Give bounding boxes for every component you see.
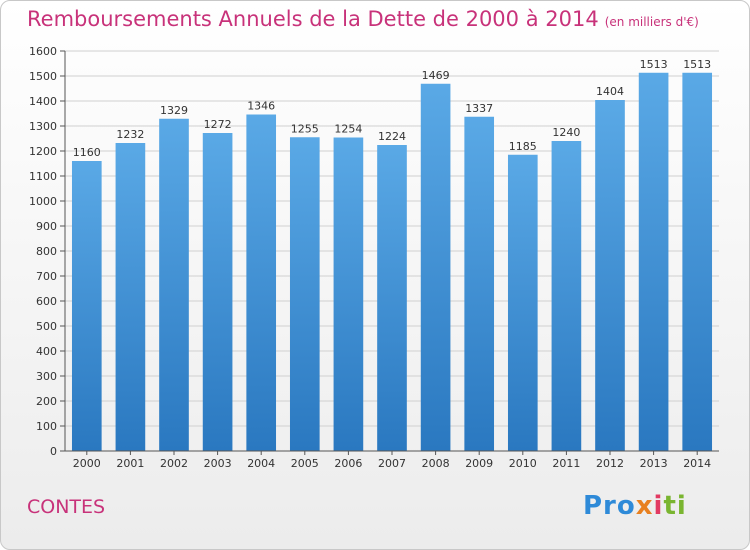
- bar-2001[interactable]: [115, 143, 146, 451]
- bar-2003[interactable]: [202, 133, 233, 451]
- y-tick-label-300: 300: [36, 370, 57, 383]
- x-tick-label-2000: 2000: [73, 457, 101, 470]
- bar-2005[interactable]: [289, 137, 320, 451]
- commune-name: CONTES: [27, 496, 106, 518]
- data-label-2006: 1254: [334, 123, 362, 136]
- data-label-2000: 1160: [73, 146, 101, 159]
- labels: 0 100 200 300 400 500 600 700 800 900 1000 1100 1200…: [29, 45, 711, 470]
- bar-2007[interactable]: [377, 145, 407, 451]
- bar-2012[interactable]: [595, 100, 625, 451]
- y-tick-label-1200: 1200: [29, 145, 57, 158]
- chart-title: Remboursements Annuels de la Dette de 20…: [27, 7, 699, 31]
- bar-2009[interactable]: [464, 116, 495, 451]
- bar-2006[interactable]: [333, 137, 364, 452]
- data-label-2011: 1240: [552, 126, 580, 139]
- y-tick-label-1100: 1100: [29, 170, 57, 183]
- bar-2013[interactable]: [638, 72, 669, 451]
- bar-2008[interactable]: [420, 83, 451, 451]
- y-tick-label-0: 0: [50, 445, 57, 458]
- x-tick-label-2010: 2010: [509, 457, 537, 470]
- axes: [60, 50, 719, 455]
- x-tick-label-2006: 2006: [334, 457, 362, 470]
- x-tick-label-2014: 2014: [683, 457, 711, 470]
- data-label-2014: 1513: [683, 58, 711, 71]
- y-tick-label-1000: 1000: [29, 195, 57, 208]
- logo-part-4: ti: [663, 491, 687, 521]
- data-label-2009: 1337: [465, 102, 493, 115]
- data-label-2005: 1255: [291, 122, 319, 135]
- data-label-2004: 1346: [247, 100, 275, 113]
- x-tick-label-2005: 2005: [291, 457, 319, 470]
- y-tick-label-100: 100: [36, 420, 57, 433]
- bars: [71, 72, 713, 452]
- x-tick-label-2004: 2004: [247, 457, 275, 470]
- y-tick-label-200: 200: [36, 395, 57, 408]
- data-label-2013: 1513: [640, 58, 668, 71]
- bar-2014[interactable]: [682, 72, 713, 451]
- x-tick-label-2009: 2009: [465, 457, 493, 470]
- x-tick-label-2001: 2001: [116, 457, 144, 470]
- y-tick-label-900: 900: [36, 220, 57, 233]
- x-tick-label-2008: 2008: [422, 457, 450, 470]
- bar-2000[interactable]: [71, 161, 102, 451]
- data-label-2010: 1185: [509, 140, 537, 153]
- data-label-2003: 1272: [204, 118, 232, 131]
- logo-part-2: x: [635, 491, 654, 521]
- bar-2004[interactable]: [246, 114, 277, 452]
- y-tick-label-1300: 1300: [29, 120, 57, 133]
- data-label-2001: 1232: [116, 128, 144, 141]
- y-tick-label-800: 800: [36, 245, 57, 258]
- y-tick-label-500: 500: [36, 320, 57, 333]
- bar-2002[interactable]: [159, 118, 189, 451]
- y-tick-label-400: 400: [36, 345, 57, 358]
- y-tick-label-1600: 1600: [29, 45, 57, 58]
- data-label-2012: 1404: [596, 85, 624, 98]
- logo-part-3: i: [653, 491, 664, 521]
- y-tick-label-1500: 1500: [29, 70, 57, 83]
- unit-label: (en milliers d'€): [604, 15, 699, 29]
- y-tick-label-1400: 1400: [29, 95, 57, 108]
- x-tick-label-2007: 2007: [378, 457, 406, 470]
- logo-part-1: Pro: [583, 491, 636, 521]
- x-tick-label-2013: 2013: [640, 457, 668, 470]
- data-label-2008: 1469: [422, 69, 450, 82]
- x-tick-label-2002: 2002: [160, 457, 188, 470]
- bar-2011[interactable]: [551, 141, 582, 451]
- y-tick-label-600: 600: [36, 295, 57, 308]
- bar-2010[interactable]: [507, 154, 538, 451]
- x-tick-label-2012: 2012: [596, 457, 624, 470]
- proxiti-logo[interactable]: Proxiti: [583, 491, 687, 521]
- x-tick-label-2011: 2011: [552, 457, 580, 470]
- data-label-2007: 1224: [378, 130, 406, 143]
- data-label-2002: 1329: [160, 104, 188, 117]
- y-tick-label-700: 700: [36, 270, 57, 283]
- x-tick-label-2003: 2003: [204, 457, 232, 470]
- title-text: Remboursements Annuels de la Dette de 20…: [27, 7, 599, 31]
